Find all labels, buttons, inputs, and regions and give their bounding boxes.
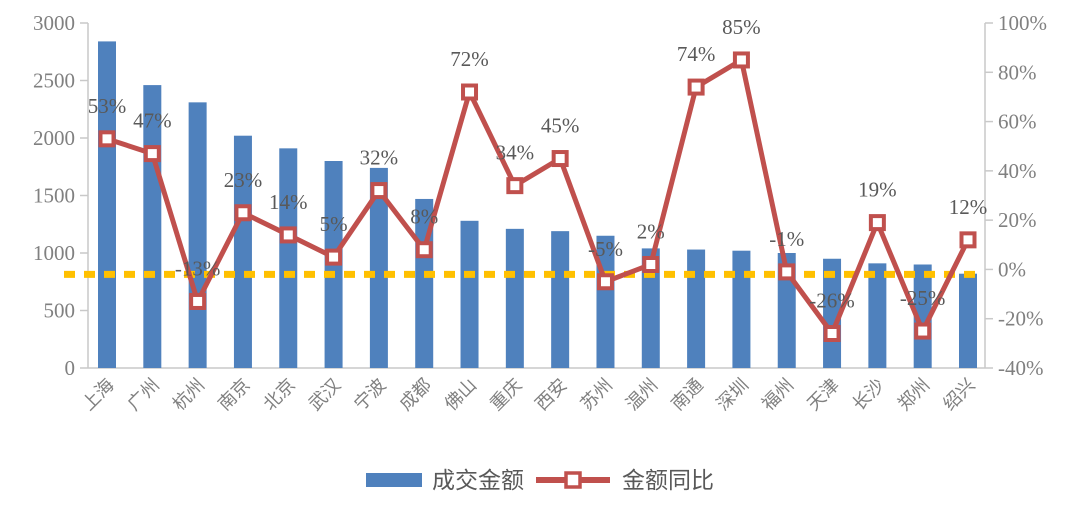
bar-佛山 (460, 220, 479, 368)
data-label: -1% (769, 227, 804, 251)
left-axis-tick-label: 2000 (33, 126, 75, 150)
legend-bar-swatch-icon (366, 473, 422, 487)
x-axis-label-郑州: 郑州 (894, 375, 934, 415)
marker-广州 (143, 145, 161, 163)
data-label: 12% (949, 195, 988, 219)
marker-南京 (234, 204, 252, 222)
x-axis-label-武汉: 武汉 (305, 375, 345, 415)
x-axis-label-福州: 福州 (758, 375, 798, 415)
data-label: 2% (637, 220, 665, 244)
x-axis-label-上海: 上海 (78, 375, 118, 415)
bar-西安 (551, 231, 570, 368)
marker-成都 (415, 241, 433, 259)
marker-苏州 (596, 273, 614, 291)
right-axis-tick-label: -40% (998, 356, 1044, 380)
legend-label-bar: 成交金额 (432, 467, 524, 493)
x-axis-label-成都: 成都 (395, 375, 435, 415)
bar-杭州 (188, 102, 207, 368)
x-axis-label-深圳: 深圳 (713, 375, 753, 415)
marker-绍兴 (959, 231, 977, 249)
marker-南通 (687, 78, 705, 96)
bar-郑州 (913, 264, 932, 368)
data-label: 85% (722, 15, 761, 39)
left-axis-tick-label: 1000 (33, 241, 75, 265)
right-axis-tick-label: 80% (998, 60, 1037, 84)
bar-上海 (98, 41, 116, 369)
x-axis-label-西安: 西安 (531, 375, 571, 415)
x-axis-label-杭州: 杭州 (169, 375, 209, 415)
bar-长沙 (868, 263, 887, 368)
bar-南京 (233, 135, 252, 368)
x-axis-label-广州: 广州 (124, 375, 164, 415)
bar-宁波 (369, 167, 388, 368)
bar-绍兴 (959, 273, 977, 368)
right-axis-tick-label: 0% (998, 257, 1026, 281)
data-label: 53% (88, 94, 127, 118)
legend-line-swatch-icon (536, 471, 610, 489)
data-label: 14% (269, 190, 308, 214)
x-axis-label-长沙: 长沙 (849, 375, 889, 415)
x-axis-label-苏州: 苏州 (577, 375, 617, 415)
data-label: 5% (320, 212, 348, 236)
data-label: 23% (224, 168, 263, 192)
right-axis-tick-label: 60% (998, 110, 1037, 134)
x-axis-label-天津: 天津 (803, 375, 843, 415)
x-axis-label-北京: 北京 (259, 375, 299, 415)
marker-福州 (778, 263, 796, 281)
data-label: 72% (450, 47, 489, 71)
bar-深圳 (732, 250, 751, 368)
left-axis-tick-label: 2500 (33, 69, 75, 93)
data-label: 8% (410, 205, 438, 229)
left-axis-tick-label: 1500 (33, 184, 75, 208)
x-axis-label-南通: 南通 (667, 375, 707, 415)
chart-legend: 成交金额 金额同比 (0, 458, 1080, 502)
marker-杭州 (189, 292, 207, 310)
bar-温州 (641, 248, 660, 368)
x-axis-label-重庆: 重庆 (486, 375, 526, 415)
right-axis-tick-label: 100% (998, 11, 1047, 35)
marker-长沙 (868, 214, 886, 232)
right-axis-tick-label: 20% (998, 208, 1037, 232)
data-label: 32% (360, 146, 399, 170)
x-axis-label-绍兴: 绍兴 (939, 375, 979, 415)
marker-武汉 (325, 248, 343, 266)
x-axis-label-温州: 温州 (622, 375, 662, 415)
x-axis-label-宁波: 宁波 (350, 375, 390, 415)
marker-深圳 (732, 51, 750, 69)
data-label: -13% (175, 256, 221, 280)
left-axis-tick-label: 0 (65, 356, 76, 380)
bar-北京 (279, 148, 298, 368)
data-label: -26% (809, 289, 855, 313)
x-axis-label-南京: 南京 (214, 375, 254, 415)
legend-label-line: 金额同比 (622, 467, 714, 493)
data-label: 45% (541, 114, 580, 138)
marker-郑州 (914, 322, 932, 340)
x-axis-label-佛山: 佛山 (441, 375, 481, 415)
bar-南通 (687, 249, 706, 368)
marker-西安 (551, 150, 569, 168)
right-axis-tick-label: 40% (998, 159, 1037, 183)
marker-上海 (98, 130, 116, 148)
data-label: 19% (858, 178, 897, 202)
data-label: -5% (588, 237, 623, 261)
marker-重庆 (506, 177, 524, 195)
marker-佛山 (461, 83, 479, 101)
data-label: 47% (133, 109, 172, 133)
bar-重庆 (505, 228, 524, 368)
marker-宁波 (370, 182, 388, 200)
marker-天津 (823, 325, 841, 342)
data-label: 34% (496, 141, 535, 165)
marker-温州 (642, 256, 660, 273)
marker-北京 (279, 226, 297, 244)
right-axis-tick-label: -20% (998, 307, 1044, 331)
chart-plot-area: 3000 2500 2000 1500 1000 500 0 100% 80% 60% 40% 20%… (33, 11, 1047, 415)
data-label: 74% (677, 42, 716, 66)
left-axis-tick-label: 500 (44, 299, 76, 323)
data-label: -25% (900, 286, 946, 310)
left-axis-tick-label: 3000 (33, 11, 75, 35)
